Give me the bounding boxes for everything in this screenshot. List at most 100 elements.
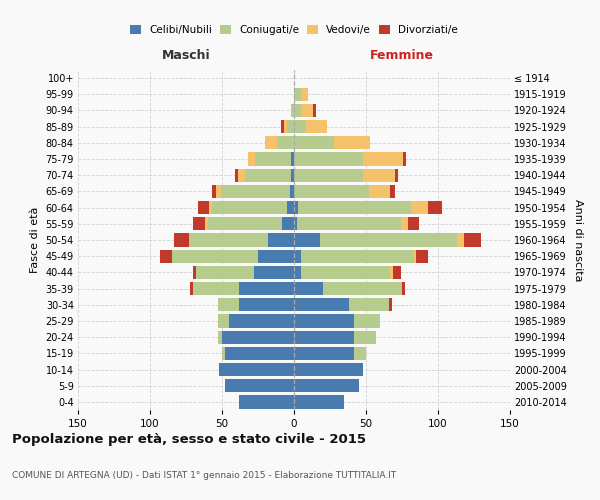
Bar — [355, 314, 380, 328]
Text: Popolazione per età, sesso e stato civile - 2015: Popolazione per età, sesso e stato civil… — [12, 432, 366, 446]
Bar — [218, 298, 239, 312]
Bar — [196, 266, 254, 279]
Bar — [219, 363, 294, 376]
Bar — [235, 168, 238, 182]
Bar — [205, 217, 208, 230]
Bar — [305, 120, 327, 134]
Bar — [245, 168, 291, 182]
Bar — [254, 266, 294, 279]
Text: Femmine: Femmine — [370, 49, 434, 62]
Bar — [294, 250, 301, 263]
Bar — [391, 266, 394, 279]
Bar — [248, 152, 255, 166]
Bar — [294, 136, 334, 149]
Bar — [208, 217, 283, 230]
Bar — [291, 152, 294, 166]
Bar — [464, 234, 481, 246]
Bar — [294, 217, 297, 230]
Bar — [225, 379, 294, 392]
Bar — [284, 120, 287, 134]
Bar — [294, 168, 363, 182]
Bar — [221, 185, 290, 198]
Bar — [294, 282, 323, 295]
Text: Maschi: Maschi — [161, 49, 211, 62]
Bar — [239, 282, 294, 295]
Bar — [402, 282, 405, 295]
Bar — [222, 330, 294, 344]
Bar — [334, 136, 370, 149]
Bar — [349, 298, 389, 312]
Bar — [294, 104, 301, 117]
Bar — [197, 201, 209, 214]
Bar — [189, 234, 268, 246]
Bar — [301, 104, 313, 117]
Bar — [294, 330, 355, 344]
Bar — [222, 346, 225, 360]
Bar — [320, 234, 457, 246]
Bar — [294, 298, 349, 312]
Bar — [294, 346, 355, 360]
Y-axis label: Anni di nascita: Anni di nascita — [572, 198, 583, 281]
Bar — [394, 266, 401, 279]
Bar — [294, 266, 301, 279]
Bar — [413, 250, 416, 263]
Bar — [410, 201, 428, 214]
Bar — [294, 314, 355, 328]
Bar — [363, 152, 403, 166]
Bar — [268, 234, 294, 246]
Bar — [190, 282, 193, 295]
Bar — [239, 396, 294, 408]
Bar — [218, 314, 229, 328]
Bar — [294, 152, 363, 166]
Bar — [265, 136, 277, 149]
Bar — [294, 120, 305, 134]
Bar — [408, 217, 419, 230]
Bar — [457, 234, 464, 246]
Bar — [193, 282, 239, 295]
Bar — [291, 104, 294, 117]
Bar — [218, 330, 222, 344]
Bar — [229, 314, 294, 328]
Bar — [281, 120, 284, 134]
Bar — [294, 234, 320, 246]
Bar — [258, 250, 294, 263]
Bar — [277, 136, 294, 149]
Bar — [294, 88, 301, 101]
Bar — [298, 201, 410, 214]
Bar — [313, 104, 316, 117]
Bar — [294, 363, 363, 376]
Bar — [323, 282, 402, 295]
Bar — [301, 88, 308, 101]
Bar — [369, 185, 391, 198]
Bar — [363, 168, 395, 182]
Bar — [403, 152, 406, 166]
Bar — [209, 201, 212, 214]
Bar — [225, 346, 294, 360]
Bar — [401, 217, 408, 230]
Bar — [294, 185, 369, 198]
Bar — [255, 152, 291, 166]
Bar — [355, 330, 376, 344]
Bar — [428, 201, 442, 214]
Bar — [391, 185, 395, 198]
Bar — [212, 201, 287, 214]
Bar — [355, 346, 366, 360]
Bar — [283, 217, 294, 230]
Bar — [301, 250, 413, 263]
Bar — [395, 168, 398, 182]
Bar — [175, 234, 189, 246]
Bar — [287, 201, 294, 214]
Legend: Celibi/Nubili, Coniugati/e, Vedovi/e, Divorziati/e: Celibi/Nubili, Coniugati/e, Vedovi/e, Di… — [128, 22, 460, 37]
Bar — [294, 201, 298, 214]
Bar — [193, 217, 205, 230]
Bar — [193, 266, 196, 279]
Bar — [294, 396, 344, 408]
Bar — [216, 185, 221, 198]
Text: COMUNE DI ARTEGNA (UD) - Dati ISTAT 1° gennaio 2015 - Elaborazione TUTTITALIA.IT: COMUNE DI ARTEGNA (UD) - Dati ISTAT 1° g… — [12, 470, 396, 480]
Bar — [389, 298, 392, 312]
Bar — [301, 266, 391, 279]
Bar — [160, 250, 172, 263]
Bar — [238, 168, 245, 182]
Bar — [287, 120, 294, 134]
Y-axis label: Fasce di età: Fasce di età — [30, 207, 40, 273]
